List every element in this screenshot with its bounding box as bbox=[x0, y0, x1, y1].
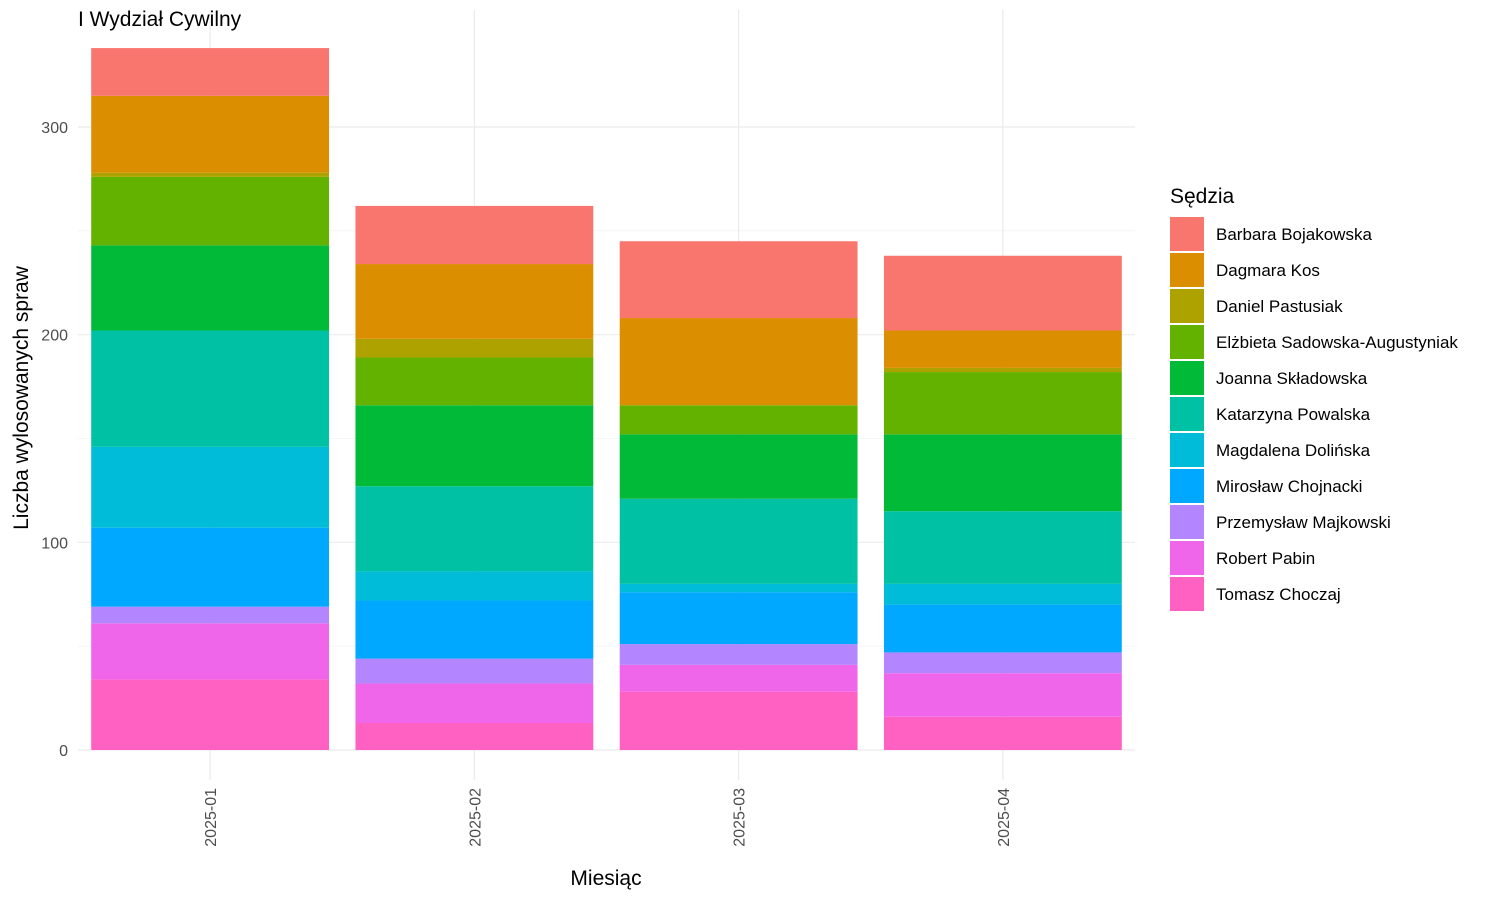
legend-label: Daniel Pastusiak bbox=[1216, 297, 1343, 316]
bar-segment bbox=[355, 571, 594, 601]
bar-segment bbox=[355, 683, 594, 724]
bar-segment bbox=[355, 405, 594, 487]
bar-segment bbox=[91, 623, 330, 680]
bar-segment bbox=[883, 330, 1122, 368]
bar-segment bbox=[355, 723, 594, 750]
bar-segment bbox=[619, 691, 858, 750]
bar-segment bbox=[91, 606, 330, 624]
bar-segment bbox=[91, 446, 330, 528]
bar-segment bbox=[619, 434, 858, 499]
bar-segment bbox=[355, 486, 594, 572]
bar-segment bbox=[883, 255, 1122, 331]
legend-swatch bbox=[1170, 325, 1204, 359]
bars bbox=[91, 48, 1122, 750]
bar-segment bbox=[355, 357, 594, 406]
y-tick-label: 200 bbox=[41, 328, 68, 345]
bar-segment bbox=[619, 583, 858, 593]
legend-label: Przemysław Majkowski bbox=[1216, 513, 1391, 532]
legend-swatch bbox=[1170, 397, 1204, 431]
bar-segment bbox=[91, 95, 330, 173]
y-tick-label: 100 bbox=[41, 535, 68, 552]
legend-swatch bbox=[1170, 577, 1204, 611]
legend-swatch bbox=[1170, 253, 1204, 287]
bar-segment bbox=[883, 434, 1122, 512]
bar-segment bbox=[355, 205, 594, 265]
x-tick-label: 2025-03 bbox=[732, 788, 749, 847]
y-tick-label: 300 bbox=[41, 120, 68, 137]
bar-segment bbox=[355, 600, 594, 659]
legend-swatch bbox=[1170, 469, 1204, 503]
legend-label: Dagmara Kos bbox=[1216, 261, 1320, 280]
legend-swatch bbox=[1170, 541, 1204, 575]
bar-segment bbox=[883, 367, 1122, 373]
bar-segment bbox=[883, 511, 1122, 584]
legend: Sędzia Barbara Bojakowska Dagmara Kos Dani… bbox=[1170, 185, 1458, 611]
legend-label: Elżbieta Sadowska-Augustyniak bbox=[1216, 333, 1458, 352]
legend-swatch bbox=[1170, 361, 1204, 395]
bar-segment bbox=[355, 264, 594, 339]
y-axis-title: Liczba wylosowanych spraw bbox=[10, 265, 33, 530]
legend-title: Sędzia bbox=[1170, 185, 1235, 208]
x-axis: 2025-01 2025-02 2025-03 2025-04 bbox=[203, 788, 1013, 847]
bar-segment bbox=[619, 644, 858, 665]
legend-label: Katarzyna Powalska bbox=[1216, 405, 1371, 424]
bar-segment bbox=[91, 48, 330, 96]
bar-segment bbox=[883, 604, 1122, 653]
bar-segment bbox=[883, 716, 1122, 750]
chart-title: I Wydział Cywilny bbox=[78, 8, 242, 31]
bar-segment bbox=[91, 245, 330, 331]
legend-swatch bbox=[1170, 505, 1204, 539]
legend-swatch bbox=[1170, 289, 1204, 323]
bar-segment bbox=[91, 527, 330, 607]
x-tick-label: 2025-04 bbox=[996, 788, 1013, 847]
y-tick-label: 0 bbox=[59, 743, 68, 760]
legend-swatch bbox=[1170, 433, 1204, 467]
bar-segment bbox=[619, 405, 858, 435]
x-tick-label: 2025-02 bbox=[467, 788, 484, 847]
x-axis-title: Miesiąc bbox=[570, 867, 641, 890]
bar-segment bbox=[883, 372, 1122, 435]
bar-segment bbox=[91, 330, 330, 447]
legend-label: Barbara Bojakowska bbox=[1216, 225, 1372, 244]
legend-label: Robert Pabin bbox=[1216, 549, 1315, 568]
legend-swatch bbox=[1170, 217, 1204, 251]
x-tick-label: 2025-01 bbox=[203, 788, 220, 847]
bar-segment bbox=[619, 318, 858, 406]
bar-segment bbox=[619, 498, 858, 584]
bar-segment bbox=[883, 673, 1122, 717]
bar-segment bbox=[91, 679, 330, 750]
bar-segment bbox=[619, 241, 858, 319]
bar-segment bbox=[355, 658, 594, 684]
bar-segment bbox=[355, 338, 594, 358]
legend-label: Joanna Składowska bbox=[1216, 369, 1368, 388]
bar-segment bbox=[883, 583, 1122, 605]
legend-label: Mirosław Chojnacki bbox=[1216, 477, 1362, 496]
bar-segment bbox=[883, 652, 1122, 674]
legend-label: Magdalena Dolińska bbox=[1216, 441, 1371, 460]
bar-segment bbox=[91, 176, 330, 246]
bar-segment bbox=[619, 592, 858, 645]
legend-label: Tomasz Choczaj bbox=[1216, 585, 1341, 604]
bar-segment bbox=[619, 664, 858, 692]
y-axis: 0 100 200 300 bbox=[41, 120, 68, 760]
bar-segment bbox=[91, 172, 330, 177]
